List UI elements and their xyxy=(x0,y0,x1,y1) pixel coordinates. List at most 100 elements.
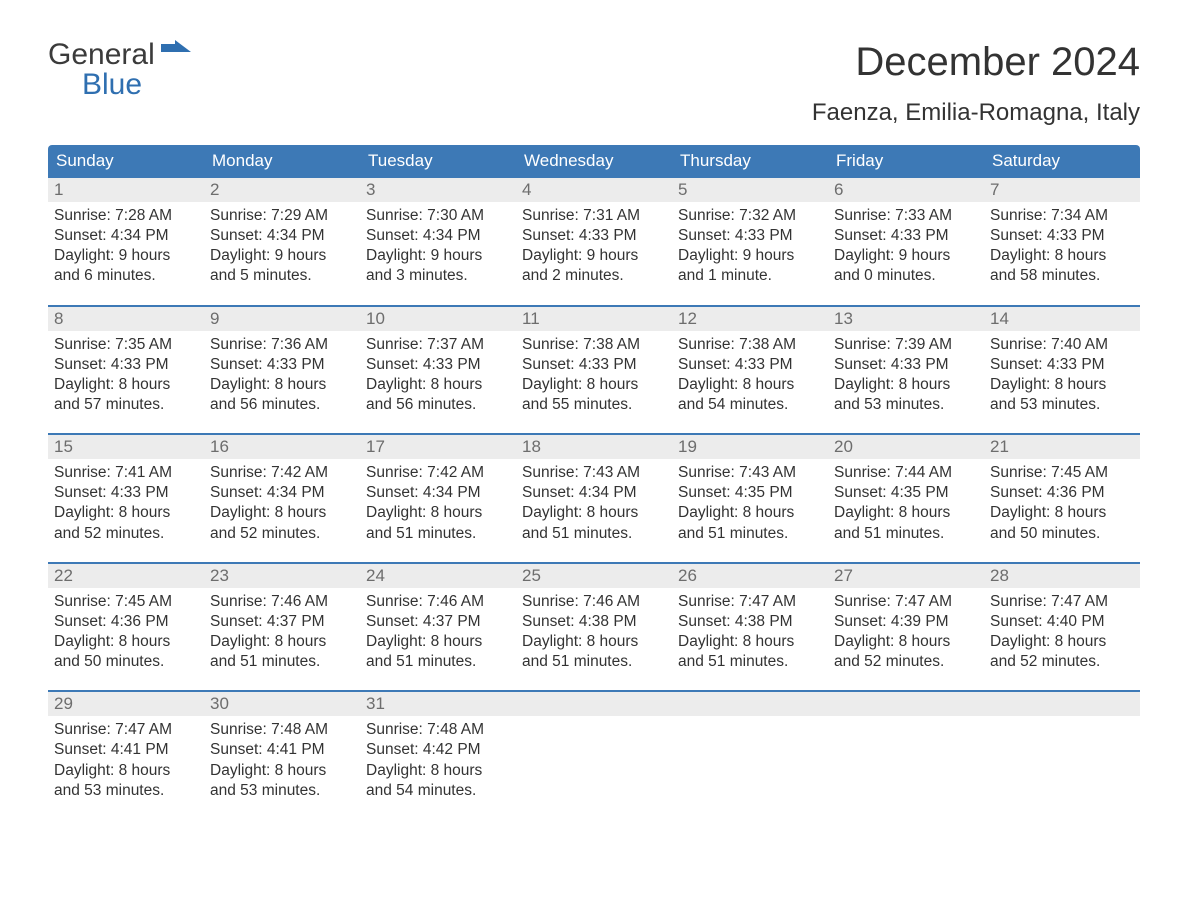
day-body: Sunrise: 7:34 AMSunset: 4:33 PMDaylight:… xyxy=(984,202,1140,287)
day-body: Sunrise: 7:47 AMSunset: 4:40 PMDaylight:… xyxy=(984,588,1140,673)
dow-saturday: Saturday xyxy=(984,145,1140,178)
sunrise-line: Sunrise: 7:34 AM xyxy=(990,206,1134,226)
day-number: 26 xyxy=(672,564,828,588)
sunset-line: Sunset: 4:34 PM xyxy=(366,483,510,503)
daylight-line1: Daylight: 8 hours xyxy=(210,503,354,523)
day-cell xyxy=(984,692,1140,809)
sunset-line: Sunset: 4:38 PM xyxy=(522,612,666,632)
daylight-line2: and 53 minutes. xyxy=(990,395,1134,415)
day-cell: 16Sunrise: 7:42 AMSunset: 4:34 PMDayligh… xyxy=(204,435,360,552)
daylight-line1: Daylight: 8 hours xyxy=(834,632,978,652)
day-body: Sunrise: 7:41 AMSunset: 4:33 PMDaylight:… xyxy=(48,459,204,544)
day-number: 29 xyxy=(48,692,204,716)
day-number: 21 xyxy=(984,435,1140,459)
day-number: 4 xyxy=(516,178,672,202)
day-cell: 29Sunrise: 7:47 AMSunset: 4:41 PMDayligh… xyxy=(48,692,204,809)
day-number: 24 xyxy=(360,564,516,588)
sunrise-line: Sunrise: 7:48 AM xyxy=(210,720,354,740)
daylight-line2: and 51 minutes. xyxy=(522,524,666,544)
sunset-line: Sunset: 4:33 PM xyxy=(990,355,1134,375)
sunrise-line: Sunrise: 7:28 AM xyxy=(54,206,198,226)
dow-wednesday: Wednesday xyxy=(516,145,672,178)
day-number: 11 xyxy=(516,307,672,331)
sunrise-line: Sunrise: 7:33 AM xyxy=(834,206,978,226)
day-body: Sunrise: 7:29 AMSunset: 4:34 PMDaylight:… xyxy=(204,202,360,287)
day-body: Sunrise: 7:42 AMSunset: 4:34 PMDaylight:… xyxy=(204,459,360,544)
day-number: 14 xyxy=(984,307,1140,331)
day-cell: 30Sunrise: 7:48 AMSunset: 4:41 PMDayligh… xyxy=(204,692,360,809)
daylight-line2: and 55 minutes. xyxy=(522,395,666,415)
day-cell: 3Sunrise: 7:30 AMSunset: 4:34 PMDaylight… xyxy=(360,178,516,295)
day-number: 19 xyxy=(672,435,828,459)
daylight-line2: and 5 minutes. xyxy=(210,266,354,286)
sunset-line: Sunset: 4:33 PM xyxy=(54,483,198,503)
daylight-line1: Daylight: 8 hours xyxy=(54,632,198,652)
sunrise-line: Sunrise: 7:44 AM xyxy=(834,463,978,483)
day-body: Sunrise: 7:32 AMSunset: 4:33 PMDaylight:… xyxy=(672,202,828,287)
sunset-line: Sunset: 4:33 PM xyxy=(522,355,666,375)
day-number: 31 xyxy=(360,692,516,716)
day-cell: 21Sunrise: 7:45 AMSunset: 4:36 PMDayligh… xyxy=(984,435,1140,552)
day-body: Sunrise: 7:46 AMSunset: 4:38 PMDaylight:… xyxy=(516,588,672,673)
day-body: Sunrise: 7:31 AMSunset: 4:33 PMDaylight:… xyxy=(516,202,672,287)
day-number xyxy=(828,692,984,716)
day-cell: 17Sunrise: 7:42 AMSunset: 4:34 PMDayligh… xyxy=(360,435,516,552)
day-cell: 7Sunrise: 7:34 AMSunset: 4:33 PMDaylight… xyxy=(984,178,1140,295)
daylight-line2: and 54 minutes. xyxy=(366,781,510,801)
daylight-line2: and 51 minutes. xyxy=(210,652,354,672)
sunrise-line: Sunrise: 7:45 AM xyxy=(54,592,198,612)
sunrise-line: Sunrise: 7:36 AM xyxy=(210,335,354,355)
sunrise-line: Sunrise: 7:40 AM xyxy=(990,335,1134,355)
day-body: Sunrise: 7:28 AMSunset: 4:34 PMDaylight:… xyxy=(48,202,204,287)
sunset-line: Sunset: 4:34 PM xyxy=(210,483,354,503)
daylight-line1: Daylight: 8 hours xyxy=(522,632,666,652)
sunrise-line: Sunrise: 7:45 AM xyxy=(990,463,1134,483)
daylight-line1: Daylight: 8 hours xyxy=(366,503,510,523)
daylight-line1: Daylight: 8 hours xyxy=(210,375,354,395)
day-number: 3 xyxy=(360,178,516,202)
sunset-line: Sunset: 4:36 PM xyxy=(990,483,1134,503)
sunset-line: Sunset: 4:33 PM xyxy=(54,355,198,375)
day-body: Sunrise: 7:48 AMSunset: 4:41 PMDaylight:… xyxy=(204,716,360,801)
sunset-line: Sunset: 4:42 PM xyxy=(366,740,510,760)
day-body: Sunrise: 7:33 AMSunset: 4:33 PMDaylight:… xyxy=(828,202,984,287)
day-cell xyxy=(516,692,672,809)
daylight-line2: and 1 minute. xyxy=(678,266,822,286)
day-body: Sunrise: 7:46 AMSunset: 4:37 PMDaylight:… xyxy=(360,588,516,673)
sunrise-line: Sunrise: 7:37 AM xyxy=(366,335,510,355)
sunset-line: Sunset: 4:34 PM xyxy=(210,226,354,246)
sunrise-line: Sunrise: 7:38 AM xyxy=(522,335,666,355)
sunrise-line: Sunrise: 7:42 AM xyxy=(366,463,510,483)
sunset-line: Sunset: 4:35 PM xyxy=(678,483,822,503)
day-cell: 19Sunrise: 7:43 AMSunset: 4:35 PMDayligh… xyxy=(672,435,828,552)
daylight-line1: Daylight: 8 hours xyxy=(54,503,198,523)
sunset-line: Sunset: 4:41 PM xyxy=(210,740,354,760)
daylight-line2: and 52 minutes. xyxy=(834,652,978,672)
daylight-line2: and 51 minutes. xyxy=(366,652,510,672)
sunset-line: Sunset: 4:34 PM xyxy=(522,483,666,503)
location-subtitle: Faenza, Emilia-Romagna, Italy xyxy=(812,99,1140,127)
day-cell: 14Sunrise: 7:40 AMSunset: 4:33 PMDayligh… xyxy=(984,307,1140,424)
day-body: Sunrise: 7:35 AMSunset: 4:33 PMDaylight:… xyxy=(48,331,204,416)
daylight-line2: and 58 minutes. xyxy=(990,266,1134,286)
week-row: 29Sunrise: 7:47 AMSunset: 4:41 PMDayligh… xyxy=(48,690,1140,809)
daylight-line1: Daylight: 9 hours xyxy=(678,246,822,266)
sunset-line: Sunset: 4:37 PM xyxy=(210,612,354,632)
daylight-line1: Daylight: 8 hours xyxy=(366,632,510,652)
weeks-container: 1Sunrise: 7:28 AMSunset: 4:34 PMDaylight… xyxy=(48,178,1140,809)
daylight-line2: and 51 minutes. xyxy=(522,652,666,672)
sunset-line: Sunset: 4:38 PM xyxy=(678,612,822,632)
daylight-line1: Daylight: 8 hours xyxy=(54,375,198,395)
sunset-line: Sunset: 4:41 PM xyxy=(54,740,198,760)
day-number: 9 xyxy=(204,307,360,331)
day-cell: 20Sunrise: 7:44 AMSunset: 4:35 PMDayligh… xyxy=(828,435,984,552)
header: General Blue December 2024 Faenza, Emili… xyxy=(48,40,1140,141)
day-number: 16 xyxy=(204,435,360,459)
daylight-line2: and 56 minutes. xyxy=(210,395,354,415)
week-row: 22Sunrise: 7:45 AMSunset: 4:36 PMDayligh… xyxy=(48,562,1140,681)
daylight-line1: Daylight: 8 hours xyxy=(678,503,822,523)
sunrise-line: Sunrise: 7:48 AM xyxy=(366,720,510,740)
day-body: Sunrise: 7:43 AMSunset: 4:34 PMDaylight:… xyxy=(516,459,672,544)
day-number xyxy=(672,692,828,716)
page-title: December 2024 xyxy=(812,40,1140,85)
